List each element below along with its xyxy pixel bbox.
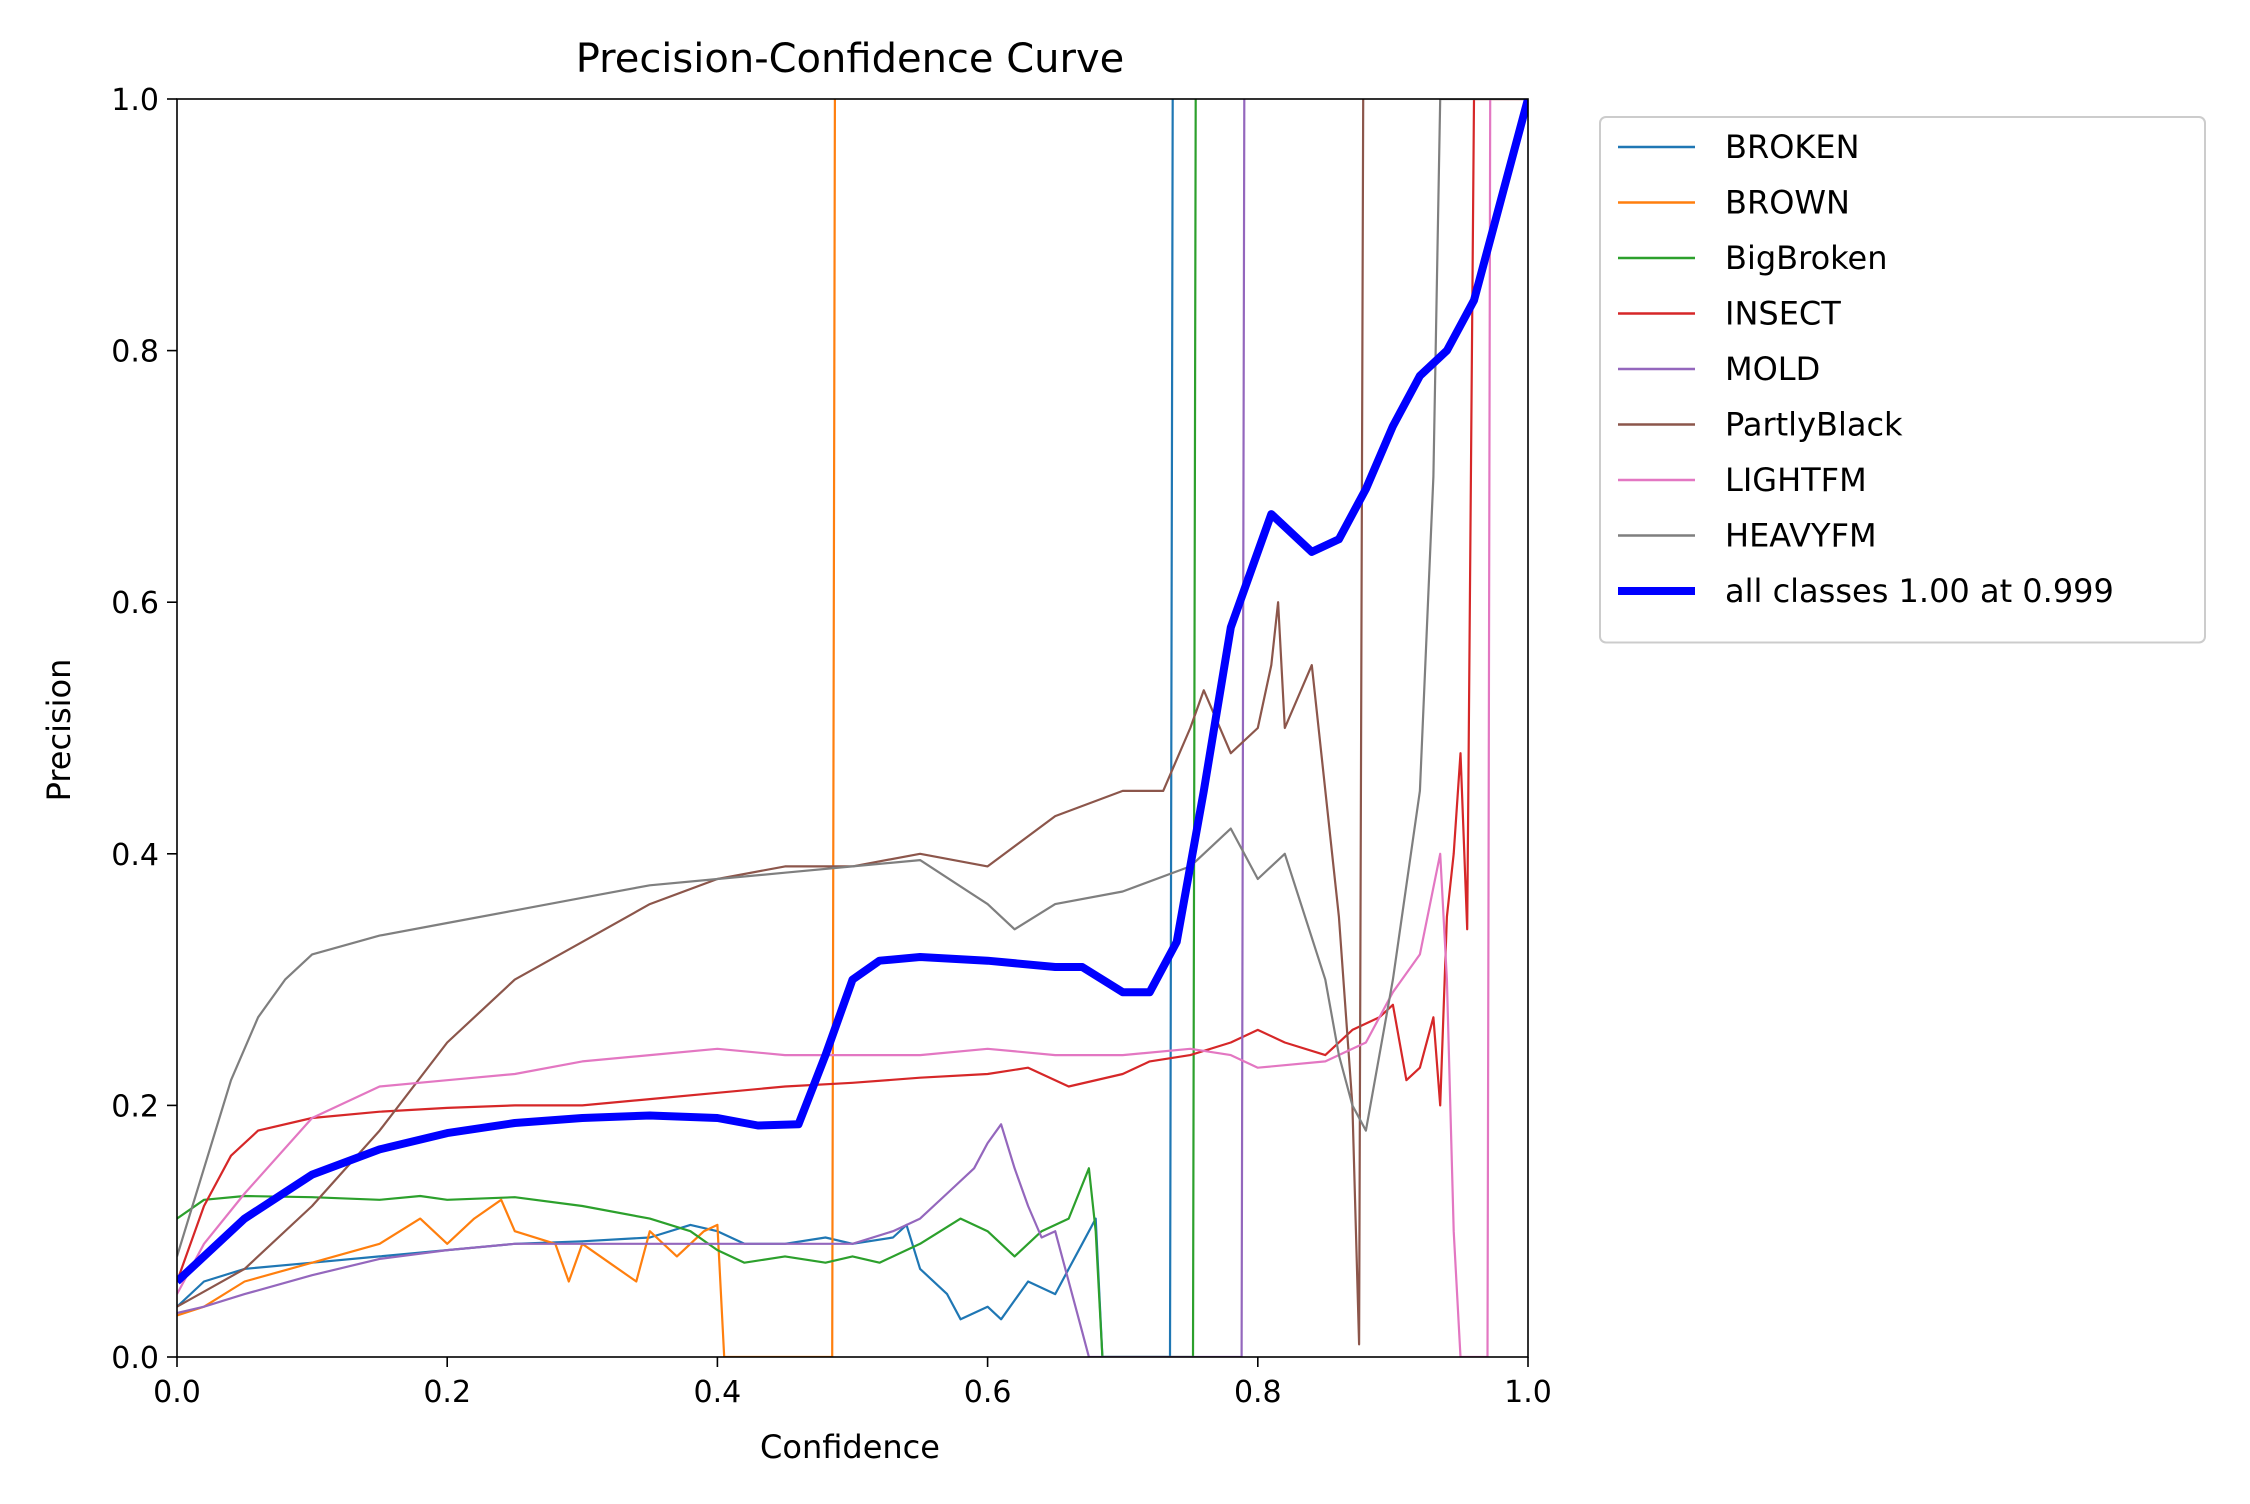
x-tick-label: 0.0	[153, 1375, 201, 1410]
series-line-7	[177, 99, 1528, 1257]
series-line-2	[177, 99, 1197, 1357]
series-line-8	[177, 99, 1528, 1285]
series-line-6	[177, 99, 1492, 1357]
y-tick-label: 0.8	[111, 335, 159, 370]
x-axis-label: Confidence	[760, 1428, 940, 1466]
chart-title: Precision-Confidence Curve	[576, 36, 1125, 82]
series-line-5	[177, 99, 1365, 1346]
series-line-3	[177, 99, 1528, 1282]
x-tick-label: 0.4	[694, 1375, 742, 1410]
y-tick-label: 0.2	[111, 1089, 159, 1124]
x-tick-label: 1.0	[1504, 1375, 1552, 1410]
y-axis-label: Precision	[40, 659, 78, 802]
legend-label: BROWN	[1725, 184, 1850, 222]
y-tick-label: 0.4	[111, 838, 159, 873]
legend-label: HEAVYFM	[1725, 517, 1877, 555]
legend-label: all classes 1.00 at 0.999	[1725, 572, 2114, 610]
axes-layer: 0.0 0.2 0.4 0.6 0.8 1.0 0.0 0.2 0.4 0.6 0.8 1.0	[111, 83, 1552, 1410]
legend-label: LIGHTFM	[1725, 461, 1867, 499]
legend-label: MOLD	[1725, 350, 1820, 388]
y-tick-label: 1.0	[111, 83, 159, 118]
legend: BROKEN BROWN BigBroken INSECT MOLD PartlyBlac…	[1599, 116, 2206, 644]
legend-label: INSECT	[1725, 295, 1841, 333]
x-tick-label: 0.2	[423, 1375, 471, 1410]
series-line-1	[177, 99, 836, 1357]
y-tick-label: 0.0	[111, 1341, 159, 1376]
legend-label: PartlyBlack	[1725, 406, 1903, 444]
x-tick-label: 0.8	[1234, 1375, 1282, 1410]
legend-label: BROKEN	[1725, 128, 1860, 166]
y-tick-label: 0.6	[111, 586, 159, 621]
plot-frame	[176, 98, 1529, 1358]
plot-layer	[177, 99, 1528, 1357]
legend-label: BigBroken	[1725, 239, 1888, 277]
x-tick-label: 0.6	[964, 1375, 1012, 1410]
legend-box	[1599, 116, 2206, 644]
series-line-4	[177, 99, 1246, 1357]
